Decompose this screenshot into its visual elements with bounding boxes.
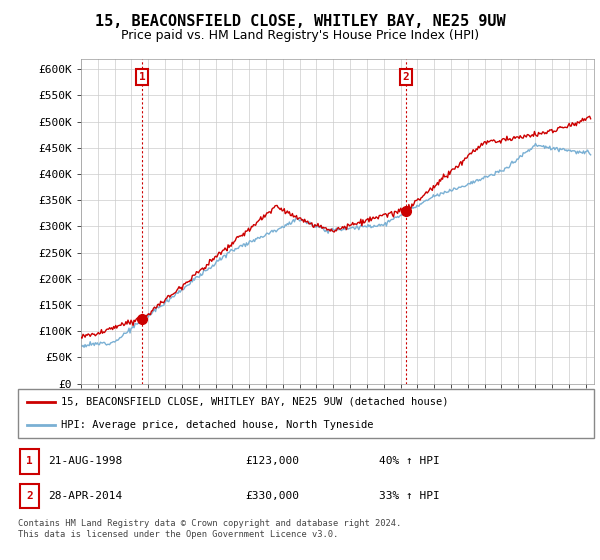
Text: HPI: Average price, detached house, North Tyneside: HPI: Average price, detached house, Nort… [61,419,374,430]
Text: £330,000: £330,000 [245,491,299,501]
Bar [20,484,39,508]
Text: 28-APR-2014: 28-APR-2014 [49,491,123,501]
Text: £123,000: £123,000 [245,456,299,466]
Text: Price paid vs. HM Land Registry's House Price Index (HPI): Price paid vs. HM Land Registry's House … [121,29,479,42]
Text: 1: 1 [26,456,33,466]
Bar [20,449,39,474]
Text: 33% ↑ HPI: 33% ↑ HPI [379,491,440,501]
Text: 2: 2 [26,491,33,501]
Text: 2: 2 [403,72,409,82]
Text: 40% ↑ HPI: 40% ↑ HPI [379,456,440,466]
Text: 15, BEACONSFIELD CLOSE, WHITLEY BAY, NE25 9UW: 15, BEACONSFIELD CLOSE, WHITLEY BAY, NE2… [95,14,505,29]
Text: 15, BEACONSFIELD CLOSE, WHITLEY BAY, NE25 9UW (detached house): 15, BEACONSFIELD CLOSE, WHITLEY BAY, NE2… [61,397,449,407]
Text: 1: 1 [139,72,146,82]
Text: Contains HM Land Registry data © Crown copyright and database right 2024.
This d: Contains HM Land Registry data © Crown c… [18,519,401,539]
Text: 21-AUG-1998: 21-AUG-1998 [49,456,123,466]
